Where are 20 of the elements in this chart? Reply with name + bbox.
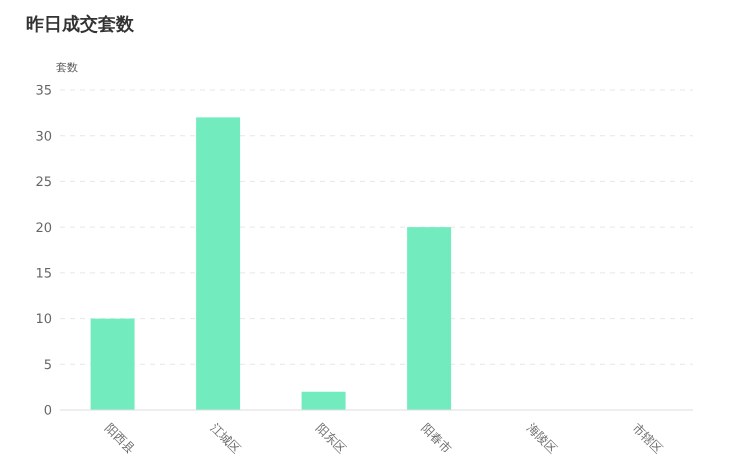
y-tick-label: 20 [35,220,52,236]
x-tick-label: 阳西县 [102,420,138,456]
y-tick-label: 30 [35,129,52,144]
chart-title: 昨日成交套数 [26,13,134,36]
y-tick-label: 35 [35,84,52,99]
bar [90,318,135,410]
y-tick-label: 0 [44,404,52,419]
x-tick-label: 阳东区 [313,420,349,456]
y-axis-title: 套数 [56,60,78,75]
x-tick-label: 阳春市 [418,420,454,456]
y-tick-label: 5 [44,358,52,373]
y-tick-label: 15 [35,266,52,282]
x-tick-label: 市辖区 [630,420,666,456]
bar [196,117,240,410]
x-tick-label: 海陵区 [524,420,560,456]
bar [302,392,346,410]
bar [407,227,452,410]
y-tick-label: 10 [35,312,52,328]
y-tick-label: 25 [35,175,52,190]
x-tick-label: 江城区 [208,420,244,456]
